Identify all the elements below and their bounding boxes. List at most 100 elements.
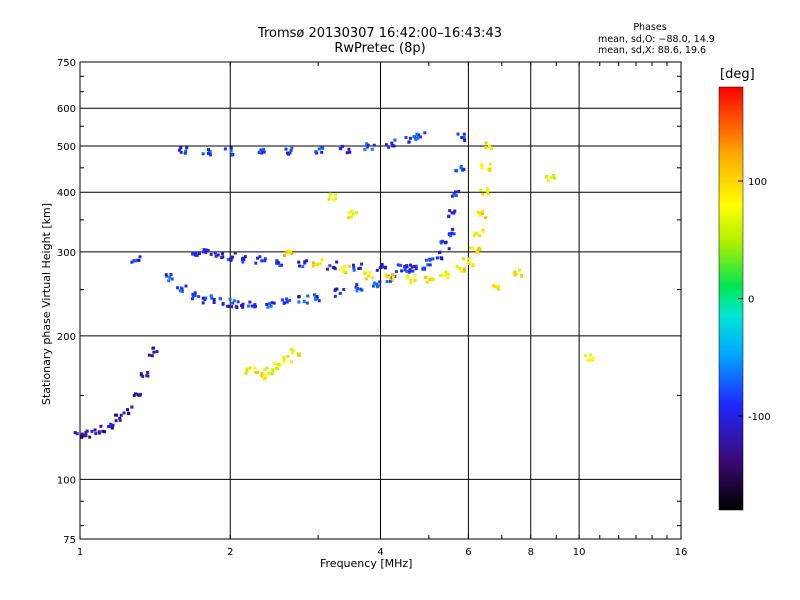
echo-point	[481, 228, 485, 232]
phase-stats-o: mean, sd,O: −88.0, 14.9	[598, 34, 715, 45]
echo-point	[403, 268, 407, 272]
echo-point	[416, 136, 420, 140]
echo-point	[344, 271, 348, 275]
echo-point	[486, 189, 489, 193]
echo-point	[372, 143, 376, 147]
echo-point	[311, 264, 315, 268]
echo-point	[266, 305, 270, 309]
echo-point	[122, 411, 126, 415]
echo-point	[385, 280, 389, 284]
echo-point	[193, 291, 197, 295]
echo-point	[423, 131, 427, 135]
phases-heading: Phases	[633, 22, 667, 33]
echo-point	[314, 263, 318, 266]
echo-point	[101, 429, 105, 433]
echo-point	[338, 291, 342, 295]
echo-point	[262, 150, 266, 154]
echo-point	[297, 352, 301, 356]
echo-point	[484, 216, 488, 220]
x-tick-label: 10	[573, 547, 586, 558]
echo-point	[73, 431, 77, 435]
echo-point	[438, 251, 442, 254]
echo-point	[138, 255, 142, 259]
echo-point	[201, 152, 205, 156]
echo-point	[430, 277, 434, 281]
echo-point	[146, 371, 150, 374]
echo-point	[270, 301, 274, 305]
echo-point	[488, 167, 492, 171]
echo-point	[414, 137, 418, 141]
echo-point	[414, 267, 418, 271]
echo-point	[230, 153, 234, 157]
echo-point	[407, 140, 411, 144]
echo-point	[314, 150, 318, 154]
y-axis-label: Stationary phase Virtual Height [km]	[40, 202, 53, 405]
echo-point	[335, 287, 339, 291]
echo-point	[241, 305, 245, 309]
echo-point	[477, 246, 481, 250]
echo-point	[484, 141, 488, 145]
echo-point	[375, 282, 379, 286]
x-tick-label: 16	[675, 547, 688, 558]
echo-point	[84, 434, 88, 438]
echo-point	[80, 435, 84, 439]
echo-point	[232, 299, 236, 303]
echo-point	[285, 297, 289, 301]
echo-point	[428, 263, 432, 267]
echo-point	[453, 193, 457, 197]
echo-point	[183, 151, 187, 155]
echo-point	[204, 250, 208, 254]
echo-point	[268, 302, 272, 306]
echo-point	[235, 306, 239, 309]
echo-point	[478, 234, 482, 237]
echo-point	[364, 277, 368, 281]
y-tick-label: 300	[57, 248, 76, 259]
echo-point	[212, 298, 216, 301]
echo-point	[290, 351, 294, 355]
echo-point	[387, 275, 391, 279]
echo-point	[480, 163, 484, 167]
echo-point	[479, 188, 483, 192]
echo-point	[357, 267, 361, 271]
echo-point	[99, 424, 103, 428]
echo-point	[241, 302, 245, 306]
echo-point	[462, 267, 466, 271]
echo-point	[317, 299, 321, 303]
echo-point	[413, 279, 417, 282]
echo-point	[263, 259, 267, 263]
echo-point	[347, 264, 351, 268]
colorbar-tick-label: 100	[748, 177, 767, 188]
echo-point	[263, 257, 267, 261]
echo-point	[167, 279, 171, 283]
echo-point	[387, 145, 391, 149]
echo-point	[262, 147, 266, 151]
echo-point	[206, 151, 210, 155]
echo-point	[276, 363, 280, 367]
y-tick-label: 200	[57, 332, 76, 343]
echo-point	[152, 350, 156, 354]
y-tick-label: 600	[57, 104, 76, 115]
echo-point	[328, 192, 332, 196]
colorbar-tick-label: 0	[748, 295, 754, 306]
echo-point	[226, 258, 230, 262]
echo-point	[228, 297, 232, 301]
echo-point	[289, 149, 293, 153]
echo-point	[462, 167, 466, 171]
echo-point	[409, 278, 413, 282]
echo-point	[435, 256, 439, 260]
echo-point	[305, 301, 309, 305]
echo-point	[462, 132, 466, 136]
echo-point	[184, 149, 188, 153]
echo-point	[513, 270, 517, 274]
echo-point	[384, 143, 388, 147]
echo-point	[408, 136, 412, 140]
echo-point	[439, 240, 443, 244]
echo-point	[447, 214, 451, 218]
echo-point	[405, 265, 409, 269]
echo-point	[272, 301, 276, 305]
echo-point	[404, 136, 408, 139]
echo-point	[452, 211, 456, 215]
echo-point	[208, 150, 212, 154]
echo-point	[413, 274, 417, 278]
echo-point	[75, 432, 79, 436]
